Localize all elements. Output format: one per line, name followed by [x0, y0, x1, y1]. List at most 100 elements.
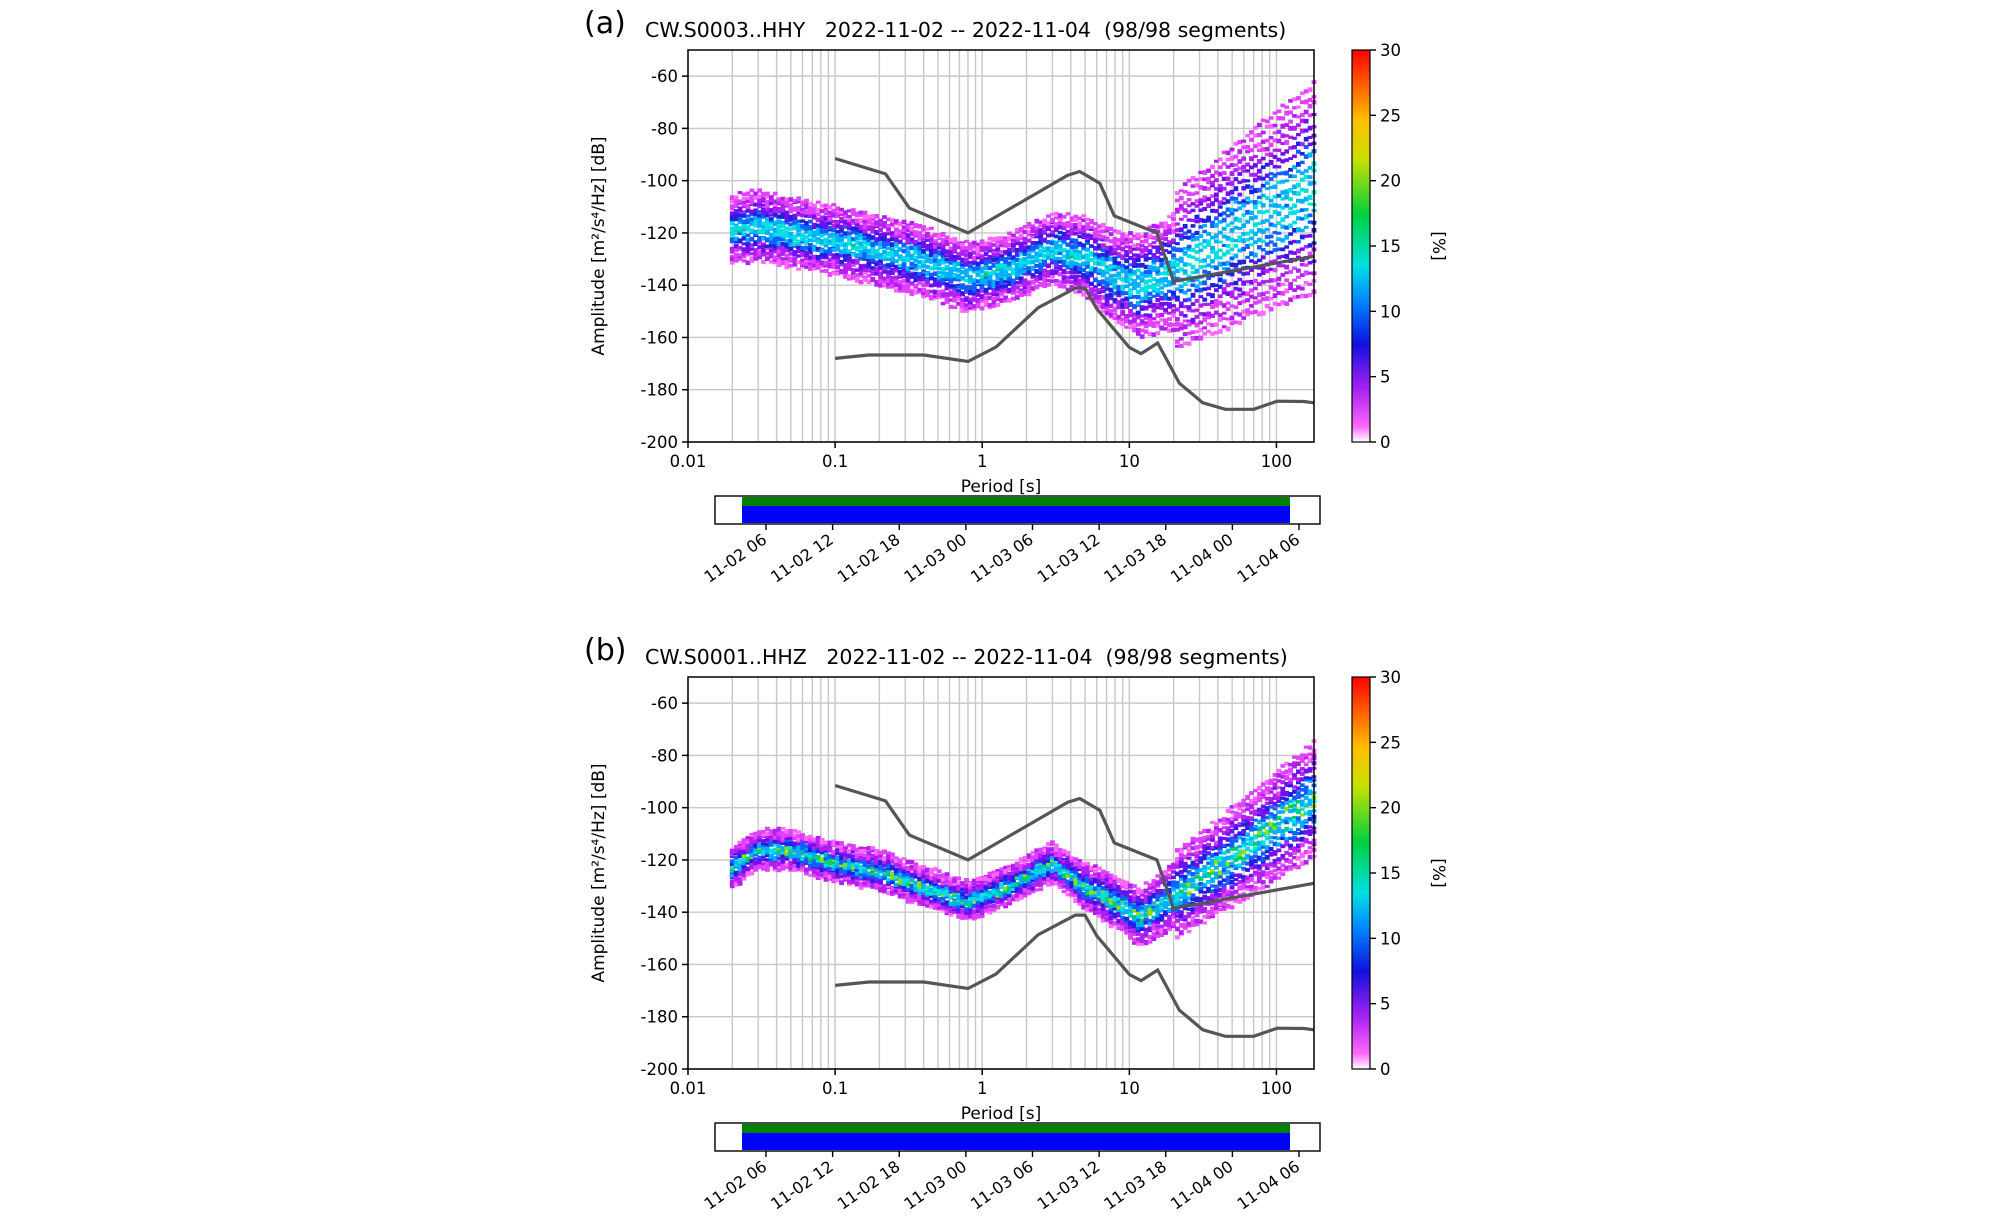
- density-cell: [921, 865, 926, 869]
- density-cell: [964, 239, 969, 243]
- density-cell: [1241, 309, 1247, 314]
- density-cell: [878, 222, 883, 227]
- density-cell: [882, 872, 887, 877]
- density-cell: [987, 292, 993, 296]
- density-cell: [1128, 292, 1133, 297]
- density-cell: [987, 899, 993, 903]
- density-cell: [960, 271, 965, 275]
- density-cell: [1011, 287, 1016, 292]
- density-cell: [1225, 249, 1231, 255]
- density-cell: [753, 208, 759, 213]
- density-cell: [1003, 280, 1008, 284]
- density-cell: [1073, 252, 1079, 257]
- density-cell: [749, 840, 755, 844]
- density-cell: [866, 220, 872, 225]
- density-cell: [1042, 223, 1047, 228]
- density-cell: [905, 887, 911, 891]
- density-cell: [811, 244, 817, 248]
- density-cell: [1186, 278, 1192, 283]
- density-cell: [850, 857, 856, 863]
- density-cell: [1276, 148, 1282, 153]
- density-cell: [1014, 241, 1020, 246]
- density-cell: [858, 881, 864, 887]
- density-cell: [1069, 264, 1075, 269]
- colorbar-tick-label: 5: [1380, 368, 1391, 387]
- density-cell: [854, 253, 860, 257]
- density-cell: [987, 241, 993, 247]
- density-cell: [1171, 270, 1176, 276]
- density-cell: [1163, 321, 1168, 326]
- ppsd-density: [729, 80, 1317, 348]
- density-cell: [843, 219, 848, 225]
- density-cell: [913, 277, 919, 283]
- density-cell: [882, 224, 887, 229]
- density-cell: [1143, 285, 1149, 290]
- density-cell: [901, 228, 907, 233]
- density-cell: [772, 833, 778, 838]
- density-cell: [948, 298, 954, 302]
- density-cell: [991, 262, 997, 268]
- density-cell: [1151, 283, 1157, 288]
- density-cell: [847, 249, 852, 253]
- density-cell: [929, 226, 934, 230]
- density-cell: [788, 264, 794, 268]
- density-cell: [1272, 301, 1278, 306]
- density-cell: [936, 877, 942, 882]
- density-cell: [952, 249, 958, 254]
- density-cell: [858, 255, 864, 261]
- density-cell: [1159, 305, 1165, 310]
- density-cell: [1284, 288, 1290, 294]
- density-cell: [1073, 231, 1079, 236]
- density-cell: [772, 202, 778, 207]
- density-cell: [1171, 308, 1176, 314]
- density-cell: [897, 879, 903, 885]
- density-cell: [1307, 135, 1313, 139]
- density-cell: [991, 897, 997, 901]
- density-cell: [1022, 251, 1028, 257]
- density-cell: [1280, 205, 1286, 210]
- density-cell: [1307, 104, 1313, 109]
- density-cell: [987, 296, 993, 301]
- density-cell: [987, 255, 993, 260]
- density-cell: [1178, 189, 1184, 193]
- density-cell: [1288, 282, 1293, 287]
- density-cell: [1307, 125, 1313, 131]
- density-cell: [823, 249, 829, 253]
- density-cell: [854, 278, 860, 283]
- density-cell: [964, 910, 969, 915]
- density-cell: [886, 265, 891, 270]
- density-cell: [1245, 169, 1250, 173]
- density-cell: [843, 846, 848, 850]
- density-cell: [971, 878, 977, 884]
- density-cell: [1116, 265, 1122, 270]
- density-cell: [929, 242, 934, 248]
- density-cell: [850, 268, 856, 272]
- density-cell: [772, 208, 778, 213]
- density-cell: [929, 880, 934, 885]
- density-cell: [1046, 233, 1051, 238]
- density-cell: [905, 278, 911, 283]
- density-cell: [1299, 91, 1305, 96]
- density-cell: [948, 304, 954, 309]
- density-cell: [878, 850, 883, 855]
- density-cell: [1288, 188, 1293, 193]
- density-cell: [1175, 344, 1180, 348]
- density-cell: [1011, 233, 1016, 237]
- y-tick-label: -200: [641, 433, 678, 452]
- density-cell: [901, 257, 907, 262]
- density-cell: [968, 260, 973, 265]
- density-cell: [1151, 241, 1157, 245]
- density-cell: [952, 878, 958, 883]
- density-cell: [1217, 300, 1223, 306]
- density-cell: [987, 305, 993, 310]
- density-cell: [761, 830, 766, 833]
- density-cell: [1096, 253, 1102, 257]
- density-cell: [1299, 234, 1305, 240]
- density-cell: [1241, 299, 1247, 304]
- density-cell: [870, 221, 876, 226]
- density-cell: [921, 282, 926, 288]
- density-cell: [1202, 312, 1208, 317]
- density-cell: [987, 878, 993, 883]
- density-cell: [1253, 231, 1258, 237]
- density-cell: [1296, 240, 1301, 244]
